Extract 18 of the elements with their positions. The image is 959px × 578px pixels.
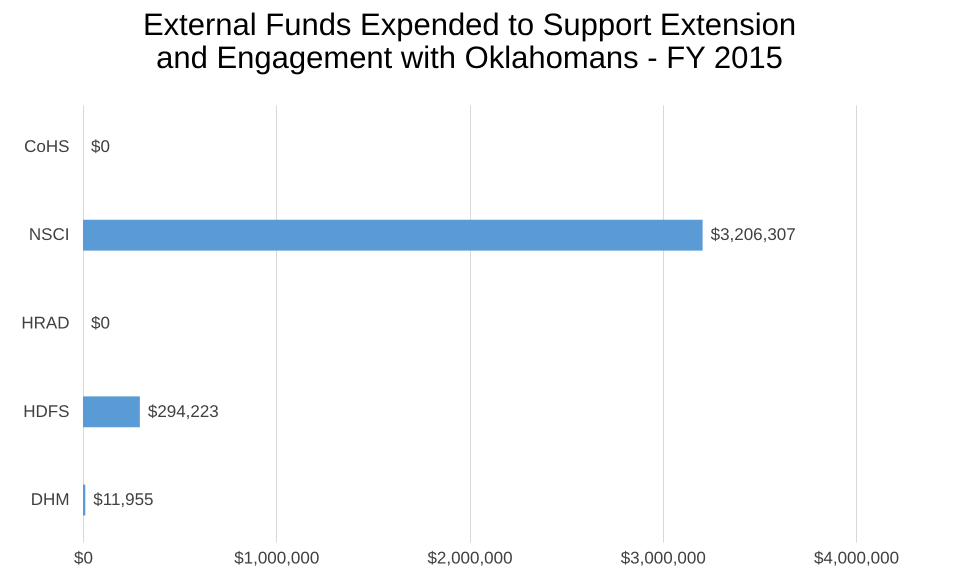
- data-label: $3,206,307: [710, 225, 796, 244]
- y-tick-label: CoHS: [24, 136, 70, 156]
- data-label: $11,955: [93, 490, 154, 510]
- y-tick-label: NSCI: [28, 225, 70, 244]
- x-tick-label: $4,000,000: [814, 548, 900, 568]
- data-label: $0: [91, 136, 110, 156]
- bar: [83, 220, 703, 251]
- data-label: $294,223: [148, 402, 219, 421]
- bar: [83, 396, 140, 428]
- y-tick-label: DHM: [30, 490, 70, 510]
- x-tick-label: $0: [74, 548, 93, 568]
- x-tick-label: $3,000,000: [620, 548, 706, 568]
- y-tick-label: HDFS: [23, 402, 70, 421]
- chart-title: External Funds Expended to Support Extension and Engagement with Oklahomans - FY 2015: [142, 7, 796, 75]
- x-tick-label: $1,000,000: [234, 548, 320, 568]
- y-tick-label: HRAD: [21, 314, 70, 332]
- x-tick-label: $2,000,000: [427, 548, 513, 568]
- data-label: $0: [91, 314, 110, 332]
